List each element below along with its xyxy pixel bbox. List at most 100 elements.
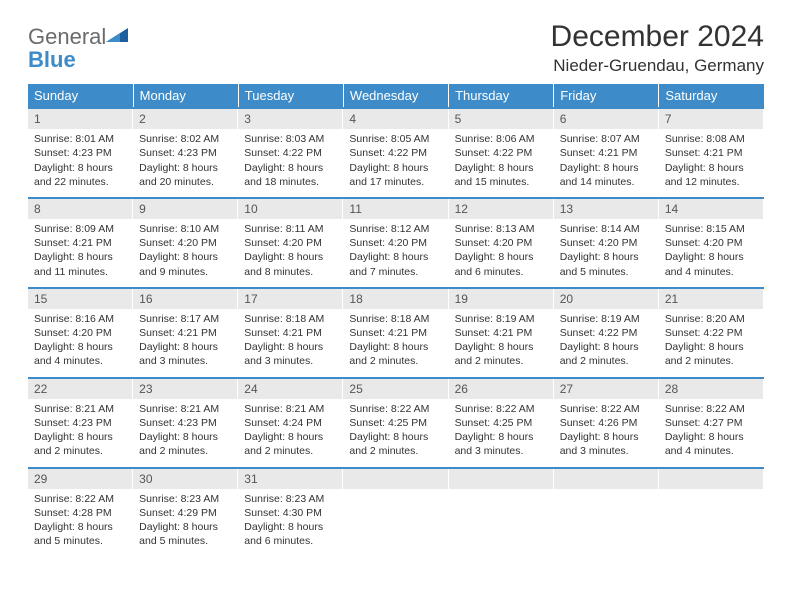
sunset-text: Sunset: 4:25 PM xyxy=(455,416,548,430)
sunrise-text: Sunrise: 8:22 AM xyxy=(560,402,653,416)
daylight-line2: and 2 minutes. xyxy=(665,354,758,368)
calendar-cell: 20Sunrise: 8:19 AMSunset: 4:22 PMDayligh… xyxy=(554,288,659,378)
daylight-line2: and 14 minutes. xyxy=(560,175,653,189)
day-content: Sunrise: 8:07 AMSunset: 4:21 PMDaylight:… xyxy=(554,129,659,197)
calendar-week-row: 8Sunrise: 8:09 AMSunset: 4:21 PMDaylight… xyxy=(28,198,764,288)
daylight-line2: and 2 minutes. xyxy=(244,444,337,458)
sunset-text: Sunset: 4:21 PM xyxy=(455,326,548,340)
day-number: 3 xyxy=(238,109,343,129)
day-number: 26 xyxy=(449,379,554,399)
day-content: Sunrise: 8:12 AMSunset: 4:20 PMDaylight:… xyxy=(343,219,448,287)
day-content: Sunrise: 8:05 AMSunset: 4:22 PMDaylight:… xyxy=(343,129,448,197)
daylight-line1: Daylight: 8 hours xyxy=(244,430,337,444)
sunrise-text: Sunrise: 8:12 AM xyxy=(349,222,442,236)
calendar-cell: 7Sunrise: 8:08 AMSunset: 4:21 PMDaylight… xyxy=(659,108,764,198)
sunrise-text: Sunrise: 8:14 AM xyxy=(560,222,653,236)
daylight-line1: Daylight: 8 hours xyxy=(665,250,758,264)
calendar-cell xyxy=(659,468,764,557)
day-content: Sunrise: 8:08 AMSunset: 4:21 PMDaylight:… xyxy=(659,129,764,197)
daylight-line1: Daylight: 8 hours xyxy=(665,430,758,444)
day-content: Sunrise: 8:22 AMSunset: 4:25 PMDaylight:… xyxy=(449,399,554,467)
calendar-cell: 22Sunrise: 8:21 AMSunset: 4:23 PMDayligh… xyxy=(28,378,133,468)
day-number: 20 xyxy=(554,289,659,309)
daylight-line2: and 2 minutes. xyxy=(139,444,232,458)
calendar-cell: 24Sunrise: 8:21 AMSunset: 4:24 PMDayligh… xyxy=(238,378,343,468)
day-content: Sunrise: 8:20 AMSunset: 4:22 PMDaylight:… xyxy=(659,309,764,377)
sunrise-text: Sunrise: 8:01 AM xyxy=(34,132,127,146)
daylight-line2: and 2 minutes. xyxy=(560,354,653,368)
calendar-cell: 11Sunrise: 8:12 AMSunset: 4:20 PMDayligh… xyxy=(343,198,448,288)
sunrise-text: Sunrise: 8:13 AM xyxy=(455,222,548,236)
day-content: Sunrise: 8:16 AMSunset: 4:20 PMDaylight:… xyxy=(28,309,133,377)
sunset-text: Sunset: 4:24 PM xyxy=(244,416,337,430)
daylight-line2: and 6 minutes. xyxy=(244,534,337,548)
calendar-cell xyxy=(449,468,554,557)
day-content: Sunrise: 8:18 AMSunset: 4:21 PMDaylight:… xyxy=(343,309,448,377)
day-content: Sunrise: 8:11 AMSunset: 4:20 PMDaylight:… xyxy=(238,219,343,287)
sunrise-text: Sunrise: 8:21 AM xyxy=(34,402,127,416)
calendar-cell xyxy=(343,468,448,557)
daylight-line2: and 4 minutes. xyxy=(665,265,758,279)
day-content xyxy=(343,489,448,541)
daylight-line2: and 5 minutes. xyxy=(34,534,127,548)
daylight-line1: Daylight: 8 hours xyxy=(560,161,653,175)
day-number: 23 xyxy=(133,379,238,399)
sunset-text: Sunset: 4:23 PM xyxy=(34,146,127,160)
daylight-line2: and 4 minutes. xyxy=(665,444,758,458)
daylight-line1: Daylight: 8 hours xyxy=(139,161,232,175)
day-content: Sunrise: 8:02 AMSunset: 4:23 PMDaylight:… xyxy=(133,129,238,197)
daylight-line1: Daylight: 8 hours xyxy=(34,340,127,354)
daylight-line2: and 3 minutes. xyxy=(139,354,232,368)
header-thursday: Thursday xyxy=(449,84,554,108)
day-content: Sunrise: 8:03 AMSunset: 4:22 PMDaylight:… xyxy=(238,129,343,197)
sunset-text: Sunset: 4:20 PM xyxy=(665,236,758,250)
sunset-text: Sunset: 4:21 PM xyxy=(560,146,653,160)
sunrise-text: Sunrise: 8:06 AM xyxy=(455,132,548,146)
daylight-line1: Daylight: 8 hours xyxy=(665,161,758,175)
sunset-text: Sunset: 4:28 PM xyxy=(34,506,127,520)
sunset-text: Sunset: 4:20 PM xyxy=(139,236,232,250)
day-content: Sunrise: 8:23 AMSunset: 4:30 PMDaylight:… xyxy=(238,489,343,557)
calendar-cell: 10Sunrise: 8:11 AMSunset: 4:20 PMDayligh… xyxy=(238,198,343,288)
daylight-line1: Daylight: 8 hours xyxy=(560,430,653,444)
daylight-line1: Daylight: 8 hours xyxy=(244,340,337,354)
day-content: Sunrise: 8:19 AMSunset: 4:22 PMDaylight:… xyxy=(554,309,659,377)
sunset-text: Sunset: 4:21 PM xyxy=(139,326,232,340)
day-number: 2 xyxy=(133,109,238,129)
day-content: Sunrise: 8:15 AMSunset: 4:20 PMDaylight:… xyxy=(659,219,764,287)
sunset-text: Sunset: 4:22 PM xyxy=(665,326,758,340)
day-number: 17 xyxy=(238,289,343,309)
calendar-cell: 26Sunrise: 8:22 AMSunset: 4:25 PMDayligh… xyxy=(449,378,554,468)
sunrise-text: Sunrise: 8:16 AM xyxy=(34,312,127,326)
location-label: Nieder-Gruendau, Germany xyxy=(551,56,764,76)
daylight-line1: Daylight: 8 hours xyxy=(139,520,232,534)
day-number: 28 xyxy=(659,379,764,399)
sunrise-text: Sunrise: 8:22 AM xyxy=(34,492,127,506)
day-number xyxy=(343,469,448,489)
daylight-line2: and 3 minutes. xyxy=(455,444,548,458)
header-monday: Monday xyxy=(133,84,238,108)
day-content: Sunrise: 8:06 AMSunset: 4:22 PMDaylight:… xyxy=(449,129,554,197)
day-number: 27 xyxy=(554,379,659,399)
page-title: December 2024 xyxy=(551,20,764,54)
daylight-line1: Daylight: 8 hours xyxy=(34,430,127,444)
sunset-text: Sunset: 4:23 PM xyxy=(139,146,232,160)
daylight-line1: Daylight: 8 hours xyxy=(349,161,442,175)
daylight-line2: and 5 minutes. xyxy=(139,534,232,548)
daylight-line1: Daylight: 8 hours xyxy=(455,430,548,444)
calendar-cell xyxy=(554,468,659,557)
sunrise-text: Sunrise: 8:15 AM xyxy=(665,222,758,236)
header-sunday: Sunday xyxy=(28,84,133,108)
day-number: 18 xyxy=(343,289,448,309)
calendar-cell: 21Sunrise: 8:20 AMSunset: 4:22 PMDayligh… xyxy=(659,288,764,378)
day-header-row: Sunday Monday Tuesday Wednesday Thursday… xyxy=(28,84,764,108)
daylight-line2: and 5 minutes. xyxy=(560,265,653,279)
day-content: Sunrise: 8:01 AMSunset: 4:23 PMDaylight:… xyxy=(28,129,133,197)
daylight-line1: Daylight: 8 hours xyxy=(349,250,442,264)
sunset-text: Sunset: 4:27 PM xyxy=(665,416,758,430)
daylight-line2: and 12 minutes. xyxy=(665,175,758,189)
sunset-text: Sunset: 4:21 PM xyxy=(244,326,337,340)
daylight-line2: and 7 minutes. xyxy=(349,265,442,279)
sunset-text: Sunset: 4:20 PM xyxy=(34,326,127,340)
sunset-text: Sunset: 4:22 PM xyxy=(455,146,548,160)
